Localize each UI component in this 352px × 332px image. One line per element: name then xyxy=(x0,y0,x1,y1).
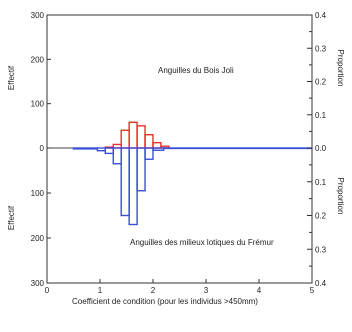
bottom-left-axis-title: Effectif xyxy=(7,205,16,230)
bottom-left-tick-label-0: 100 xyxy=(31,189,45,198)
top-panel-annotation: Anguilles du Bois Joli xyxy=(158,66,234,75)
top-left-tick-label-3: 300 xyxy=(31,11,45,20)
axis-ticks: 0 1 2 3 4 5 0 100 200 300 100 200 300 0.0 0.1 0.2 0.3 0.4… xyxy=(31,11,327,295)
bottom-left-tick-label-1: 200 xyxy=(31,234,45,243)
x-tick-label-4: 4 xyxy=(257,286,262,295)
top-right-tick-label-2: 0.2 xyxy=(315,78,327,87)
top-left-tick-label-1: 100 xyxy=(31,100,45,109)
top-right-tick-label-1: 0.1 xyxy=(315,111,327,120)
x-tick-label-5: 5 xyxy=(310,286,315,295)
bottom-left-tick-label-2: 300 xyxy=(31,279,45,288)
x-tick-label-3: 3 xyxy=(204,286,209,295)
top-left-tick-label-2: 200 xyxy=(31,55,45,64)
top-left-axis-title: Effectif xyxy=(7,65,16,90)
x-tick-label-0: 0 xyxy=(45,286,50,295)
bottom-bar-7 xyxy=(144,147,154,160)
x-tick-label-2: 2 xyxy=(151,286,156,295)
top-left-tick-label-0: 0 xyxy=(40,144,45,153)
bottom-right-tick-label-0: 0.1 xyxy=(315,178,327,187)
bottom-bar-0 xyxy=(72,147,99,150)
top-right-tick-label-4: 0.4 xyxy=(315,11,327,20)
bottom-panel-annotation: Anguilles des milieux lotiques du Frémur xyxy=(130,238,274,247)
top-right-axis-title: Proportion xyxy=(336,50,345,87)
bottom-right-tick-label-1: 0.2 xyxy=(315,212,327,221)
top-right-tick-label-0: 0.0 xyxy=(315,144,327,153)
top-right-tick-label-3: 0.3 xyxy=(315,44,327,53)
x-axis-title: Coefficient de condition (pour les indiv… xyxy=(72,297,258,306)
bottom-right-axis-title: Proportion xyxy=(336,178,345,215)
x-tick-label-1: 1 xyxy=(98,286,103,295)
bottom-bar-6 xyxy=(136,147,146,192)
bottom-right-tick-label-2: 0.3 xyxy=(315,245,327,254)
bottom-right-tick-label-3: 0.4 xyxy=(315,279,327,288)
